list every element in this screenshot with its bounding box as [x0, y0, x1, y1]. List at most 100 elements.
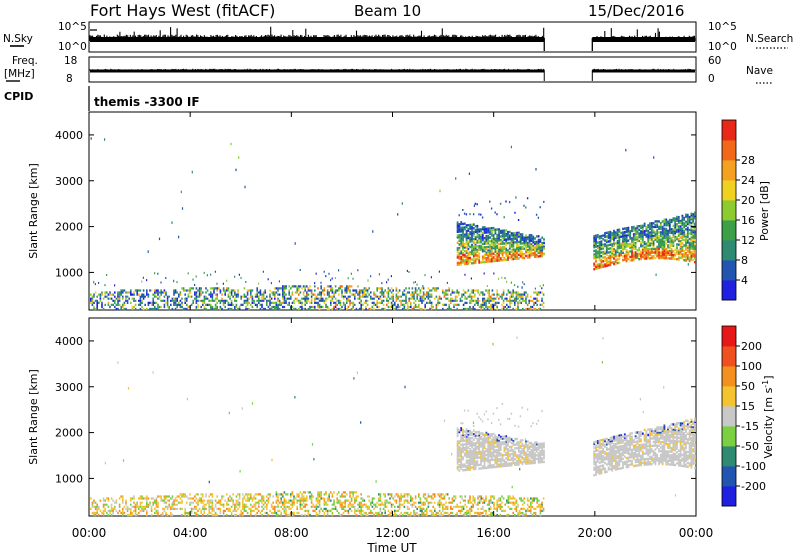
y-tick-label: 3000 [55, 175, 83, 188]
colorbar-tick-label: 28 [741, 154, 755, 167]
noise-edges [90, 29, 593, 51]
colorbar-segment [722, 426, 736, 447]
freq-band-right [592, 69, 695, 73]
noise-left-tick-high: 10^5 [58, 21, 87, 33]
y-tick-label: 2000 [55, 427, 83, 440]
colorbar-tick-label: -100 [741, 460, 766, 473]
colorbar-segment [722, 280, 736, 301]
y-tick-label: 4000 [55, 129, 83, 142]
power-heatmap-cells [90, 137, 696, 311]
freq-edges [89, 68, 697, 81]
x-tick-label: 08:00 [274, 526, 309, 540]
x-tick-label: 04:00 [173, 526, 208, 540]
colorbar-segment [722, 446, 736, 467]
cpid-text: themis -3300 IF [94, 95, 200, 109]
x-axis-ticks: 00:00 04:00 08:00 12:00 16:00 20:00 00:00 [72, 112, 714, 540]
y-tick-label: 4000 [55, 335, 83, 348]
colorbar-segment [722, 220, 736, 241]
noise-panel: N.Sky 10^5 10^0 10^5 10^0 N.Search [3, 21, 793, 53]
y-tick-label: 3000 [55, 381, 83, 394]
freq-right-label: Nave [746, 65, 773, 77]
velocity-label-main: Velocity [762, 415, 775, 459]
colorbar-tick-label: 8 [741, 254, 748, 267]
freq-trace [89, 68, 697, 81]
colorbar-tick-label: 24 [741, 174, 755, 187]
colorbar-tick-label: 16 [741, 214, 755, 227]
power-colorbar: 4 8 12 16 20 24 28 [721, 119, 755, 301]
colorbar-segment [722, 180, 736, 201]
noise-band-left [90, 37, 545, 42]
colorbar-segment [722, 120, 736, 141]
colorbar-segment [722, 386, 736, 407]
colorbar-tick-label: 4 [741, 274, 748, 287]
power-panel: 1000 2000 3000 4000 Slant Range [km] 4 8 12 16… [27, 111, 771, 311]
colorbar-segment [722, 140, 736, 161]
freq-band-left [90, 69, 545, 73]
noise-frame [88, 21, 697, 53]
velocity-y-ticks: 1000 2000 3000 4000 [55, 335, 696, 485]
x-tick-label: 16:00 [476, 526, 511, 540]
colorbar-segment [722, 346, 736, 367]
cpid-label: CPID [4, 90, 33, 103]
velocity-label-sup: -1 [761, 380, 770, 388]
colorbar-segment [722, 466, 736, 487]
colorbar-frame [721, 119, 737, 301]
noise-left-tick-low: 10^0 [58, 41, 87, 53]
y-tick-label: 1000 [55, 472, 83, 485]
x-tick-label: 00:00 [679, 526, 714, 540]
heatmap-cells-level-3 [93, 190, 696, 311]
colorbar-segment [722, 406, 736, 427]
colorbar-tick-label: 100 [741, 360, 762, 373]
freq-left-tick-high: 18 [64, 55, 77, 67]
power-frame [88, 111, 697, 311]
heatmap-cells-level-3 [91, 342, 603, 517]
beam-label: Beam 10 [354, 2, 421, 20]
colorbar-segment [722, 200, 736, 221]
freq-unit: [MHz] [4, 68, 35, 80]
freq-right-tick-low: 0 [708, 73, 715, 85]
colorbar-segment [722, 486, 736, 507]
freq-panel: Freq. [MHz] 18 8 60 0 Nave [4, 55, 773, 85]
velocity-label-close: ] [762, 375, 775, 379]
x-tick-label: 12:00 [375, 526, 410, 540]
colorbar-tick-label: -50 [741, 440, 759, 453]
colorbar-frame [721, 325, 737, 507]
colorbar-segment [722, 160, 736, 181]
y-tick-label: 2000 [55, 221, 83, 234]
noise-right-label: N.Search [746, 33, 793, 45]
velocity-y-label: Slant Range [km] [27, 369, 40, 465]
colorbar-tick-label: 12 [741, 234, 755, 247]
colorbar-segment [722, 366, 736, 387]
y-tick-label: 1000 [55, 266, 83, 279]
heatmap-cells-level-5 [90, 233, 696, 311]
velocity-label-unit: [m s [762, 387, 775, 412]
colorbar-tick-label: 15 [741, 400, 755, 413]
colorbar-segment [722, 240, 736, 261]
velocity-colorbar-label: Velocity [m s-1] [761, 375, 775, 458]
noise-left-label: N.Sky [3, 33, 33, 45]
heatmap-cells-level-4 [90, 142, 696, 311]
noise-trace [89, 26, 697, 51]
freq-left-tick-low: 8 [66, 73, 73, 85]
heatmap-cells-level-8 [456, 247, 696, 271]
noise-right-tick-high: 10^5 [708, 21, 737, 33]
heatmap-cells-level-6 [91, 491, 545, 517]
colorbar-tick-label: -200 [741, 480, 766, 493]
date-label: 15/Dec/2016 [588, 2, 684, 20]
heatmap-cells-level-2 [91, 138, 696, 311]
noise-band-right [592, 37, 695, 42]
noise-right-tick-low: 10^0 [708, 41, 737, 53]
colorbar-segment [722, 326, 736, 347]
colorbar-tick-label: 50 [741, 380, 755, 393]
station-title: Fort Hays West (fitACF) [90, 1, 275, 20]
x-tick-label: 00:00 [72, 526, 107, 540]
colorbar-segment [722, 260, 736, 281]
power-y-ticks: 1000 2000 3000 4000 [55, 129, 696, 279]
freq-right-tick-high: 60 [708, 55, 721, 67]
x-tick-label: 20:00 [578, 526, 613, 540]
velocity-panel: 1000 2000 3000 4000 Slant Range [km] 200 100… [27, 317, 775, 517]
velocity-colorbar: 200 100 50 15 -15 -50 -100 -200 [721, 325, 766, 507]
heatmap-cells-level-4 [91, 336, 696, 517]
x-axis-label: Time UT [366, 541, 417, 554]
